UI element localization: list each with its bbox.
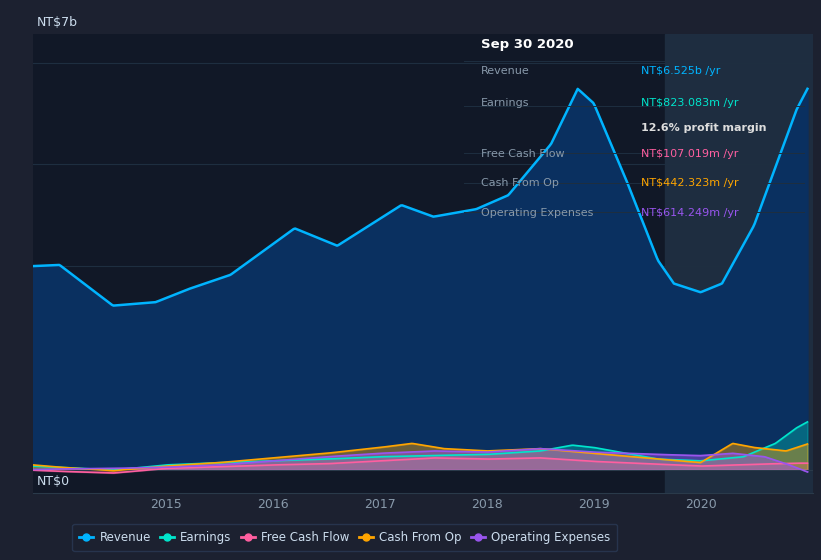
Text: 12.6% profit margin: 12.6% profit margin (641, 123, 767, 133)
Text: Earnings: Earnings (481, 97, 530, 108)
Text: NT$6.525b /yr: NT$6.525b /yr (641, 66, 720, 76)
Text: NT$823.083m /yr: NT$823.083m /yr (641, 97, 739, 108)
Text: NT$614.249m /yr: NT$614.249m /yr (641, 208, 739, 218)
Text: Revenue: Revenue (481, 66, 530, 76)
Text: NT$0: NT$0 (37, 475, 70, 488)
Text: Cash From Op: Cash From Op (481, 179, 559, 188)
Text: NT$107.019m /yr: NT$107.019m /yr (641, 148, 738, 158)
Text: NT$7b: NT$7b (37, 16, 78, 29)
Text: Operating Expenses: Operating Expenses (481, 208, 594, 218)
Bar (665, 34, 813, 493)
Text: Sep 30 2020: Sep 30 2020 (481, 38, 574, 51)
Text: Free Cash Flow: Free Cash Flow (481, 148, 565, 158)
Text: NT$442.323m /yr: NT$442.323m /yr (641, 179, 739, 188)
Legend: Revenue, Earnings, Free Cash Flow, Cash From Op, Operating Expenses: Revenue, Earnings, Free Cash Flow, Cash … (72, 524, 617, 551)
